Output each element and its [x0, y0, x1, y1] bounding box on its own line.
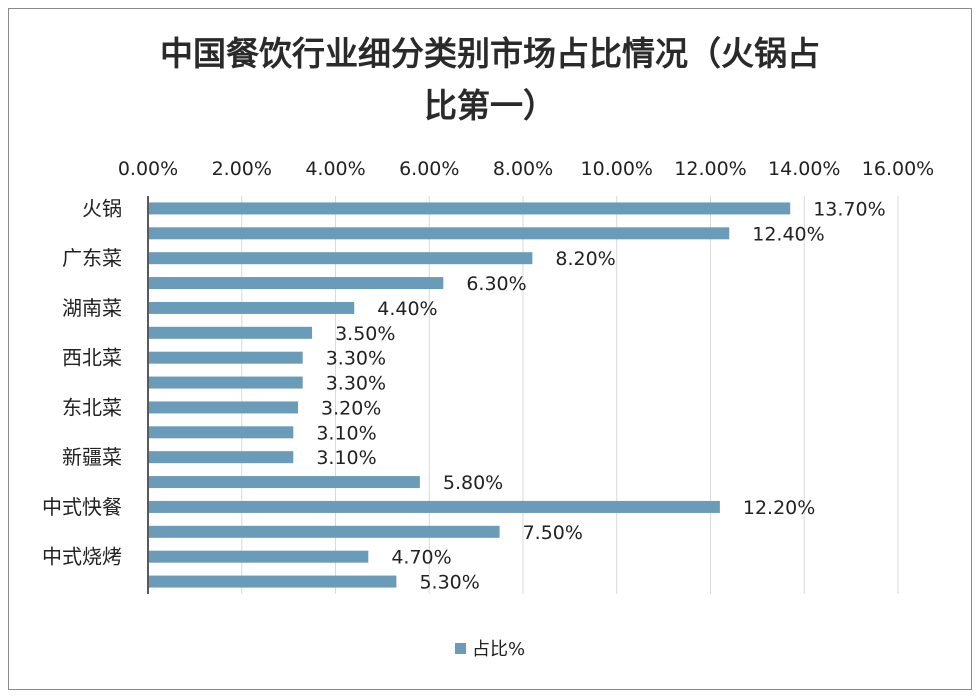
bar	[149, 525, 500, 538]
legend-label: 占比%	[472, 639, 526, 660]
data-label: 3.30%	[326, 373, 386, 395]
bar	[149, 376, 303, 389]
x-tick-label: 0.00%	[118, 158, 178, 180]
bar	[149, 202, 791, 215]
x-tick-label: 4.00%	[305, 158, 365, 180]
category-label: 西北菜	[62, 346, 122, 370]
bar	[149, 301, 355, 314]
x-tick-label: 6.00%	[399, 158, 459, 180]
bar	[149, 500, 720, 513]
category-label: 中式快餐	[42, 495, 122, 519]
data-label: 5.30%	[419, 572, 479, 594]
bar	[149, 227, 730, 240]
x-tick-label: 12.00%	[674, 158, 746, 180]
category-label: 东北菜	[62, 395, 122, 419]
data-label: 3.10%	[316, 447, 376, 469]
data-label: 8.20%	[555, 248, 615, 270]
category-label: 广东菜	[62, 246, 122, 270]
x-tick-label: 14.00%	[768, 158, 840, 180]
bar	[149, 401, 298, 414]
data-label: 12.40%	[752, 223, 824, 245]
data-label: 3.30%	[326, 348, 386, 370]
legend: 占比%	[455, 635, 525, 661]
data-label: 5.80%	[443, 472, 503, 494]
category-label: 火锅	[82, 196, 122, 220]
legend-swatch	[455, 642, 466, 654]
data-label: 3.50%	[335, 323, 395, 345]
x-tick-label: 8.00%	[493, 158, 553, 180]
category-label: 湖南菜	[62, 296, 122, 320]
bar	[149, 351, 303, 364]
bar	[149, 326, 313, 339]
category-label: 新疆菜	[62, 445, 122, 469]
chart-title: 中国餐饮行业细分类别市场占比情况（火锅占 比第一）	[60, 28, 920, 132]
chart-title-line-2: 比第一）	[424, 86, 556, 125]
category-label: 中式烧烤	[42, 545, 122, 569]
bar	[149, 277, 444, 290]
chart-title-line-1: 中国餐饮行业细分类别市场占比情况（火锅占	[160, 34, 820, 73]
data-label: 13.70%	[813, 198, 885, 220]
data-label: 12.20%	[743, 497, 815, 519]
bar	[149, 575, 397, 588]
data-label: 4.40%	[377, 298, 437, 320]
bar	[149, 426, 294, 439]
bar	[149, 476, 420, 489]
data-label: 3.20%	[321, 397, 381, 419]
bar	[149, 252, 533, 265]
x-tick-label: 10.00%	[581, 158, 653, 180]
data-label: 7.50%	[523, 522, 583, 544]
data-label: 4.70%	[391, 547, 451, 569]
bar	[149, 550, 369, 563]
x-tick-label: 2.00%	[212, 158, 272, 180]
bar	[149, 451, 294, 464]
data-label: 6.30%	[466, 273, 526, 295]
data-label: 3.10%	[316, 422, 376, 444]
x-tick-label: 16.00%	[862, 158, 934, 180]
